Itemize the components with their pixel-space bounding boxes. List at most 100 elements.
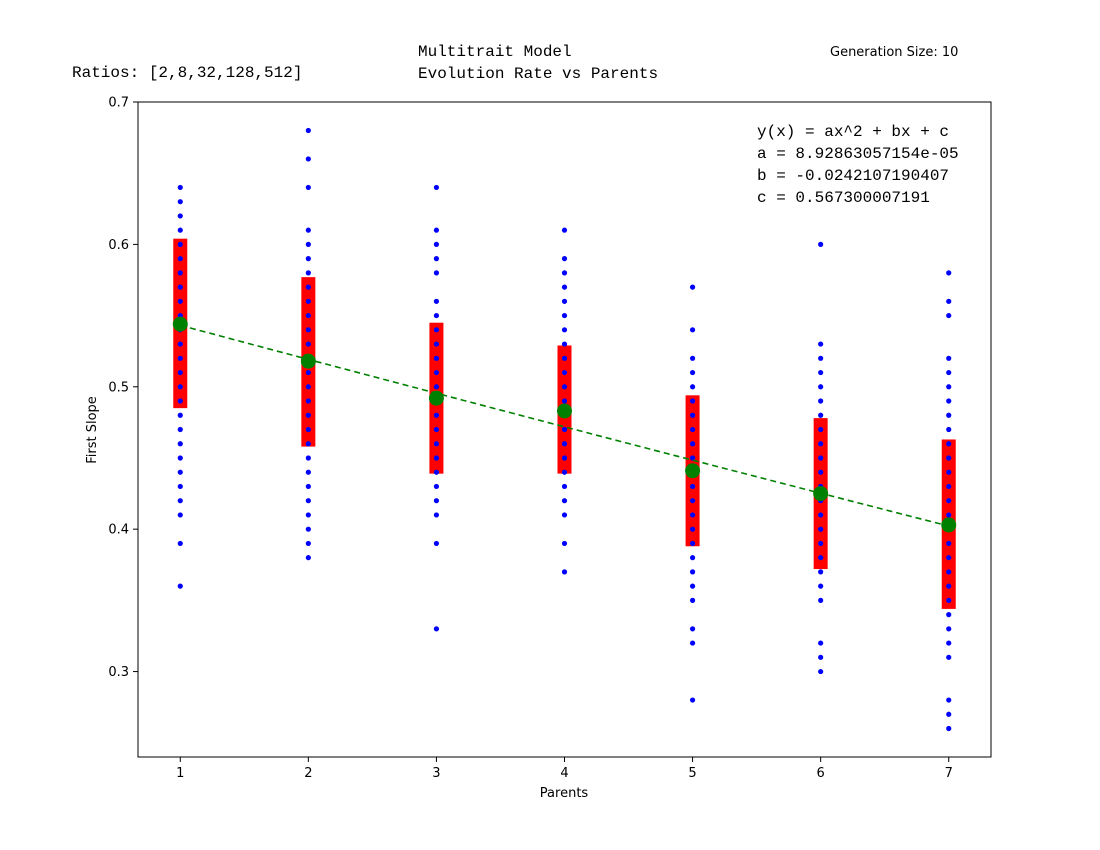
x-tick-label: 2 <box>304 766 312 781</box>
x-tick-label: 4 <box>560 766 568 781</box>
data-point <box>689 384 696 390</box>
data-point <box>561 341 568 347</box>
data-point <box>305 441 311 447</box>
data-point <box>818 668 824 675</box>
data-point <box>946 640 952 646</box>
data-point <box>946 483 952 490</box>
data-point <box>689 398 696 404</box>
data-point <box>305 469 311 475</box>
data-point <box>689 555 696 561</box>
data-point <box>177 213 183 219</box>
data-point <box>561 256 568 262</box>
data-point <box>433 184 440 191</box>
data-point <box>561 227 568 233</box>
data-point <box>818 241 824 247</box>
data-point <box>433 341 440 347</box>
mean-marker <box>172 316 188 332</box>
data-point <box>561 312 568 319</box>
data-point <box>177 184 183 191</box>
coef-c-line: c = 0.567300007191 <box>757 189 930 207</box>
data-point <box>561 284 568 290</box>
data-point <box>946 398 952 404</box>
data-point <box>177 369 183 376</box>
data-point <box>305 540 311 547</box>
data-point <box>433 270 440 276</box>
data-point <box>177 455 183 461</box>
data-point <box>561 540 568 547</box>
generation-size-label: Generation Size: 10 <box>830 45 958 60</box>
data-point <box>689 626 696 632</box>
data-point <box>433 441 440 447</box>
means-layer <box>172 316 957 533</box>
mean-marker <box>941 517 957 533</box>
data-point <box>433 626 440 632</box>
data-point <box>433 298 440 304</box>
data-point <box>177 469 183 475</box>
data-point <box>561 512 568 518</box>
data-point <box>433 327 440 333</box>
x-tick-label: 6 <box>817 766 825 781</box>
data-point <box>305 127 311 134</box>
data-point <box>305 327 311 333</box>
data-point <box>818 426 824 433</box>
data-point <box>946 597 952 603</box>
data-point <box>946 312 952 319</box>
data-point <box>818 369 824 376</box>
data-point <box>689 327 696 333</box>
y-axis-label: First Slope <box>85 396 100 464</box>
mean-marker <box>685 463 701 479</box>
data-point <box>561 327 568 333</box>
data-point <box>177 199 183 205</box>
data-point <box>818 526 824 532</box>
data-point <box>946 469 952 475</box>
mean-marker <box>300 353 316 369</box>
data-point <box>561 469 568 475</box>
data-point <box>433 384 440 390</box>
data-point <box>177 483 183 490</box>
y-tick-label: 0.5 <box>108 380 129 395</box>
data-point <box>177 498 183 504</box>
data-point <box>689 597 696 603</box>
data-point <box>305 526 311 532</box>
data-point <box>946 298 952 304</box>
data-point <box>946 626 952 632</box>
data-point <box>433 483 440 490</box>
data-point <box>305 156 311 162</box>
data-point <box>946 455 952 461</box>
data-point <box>818 512 824 518</box>
data-point <box>177 241 183 247</box>
data-point <box>946 270 952 276</box>
data-point <box>946 612 952 618</box>
data-point <box>561 483 568 490</box>
data-point <box>689 540 696 547</box>
points-layer <box>177 127 952 732</box>
coef-b-line: b = -0.0242107190407 <box>757 167 949 185</box>
data-point <box>818 455 824 461</box>
data-point <box>689 483 696 490</box>
data-point <box>433 227 440 233</box>
data-point <box>946 426 952 433</box>
data-point <box>433 498 440 504</box>
data-point <box>305 369 311 376</box>
data-point <box>946 441 952 447</box>
data-point <box>818 341 824 347</box>
data-point <box>177 540 183 547</box>
mean-marker <box>557 403 572 419</box>
data-point <box>177 384 183 390</box>
data-point <box>177 284 183 290</box>
data-point <box>561 298 568 304</box>
x-axis-label: Parents <box>540 786 589 801</box>
data-point <box>946 512 952 518</box>
data-point <box>818 640 824 646</box>
data-point <box>689 369 696 376</box>
data-point <box>689 441 696 447</box>
data-point <box>561 398 568 404</box>
data-point <box>433 256 440 262</box>
data-point <box>305 312 311 319</box>
x-tick-label: 7 <box>945 766 953 781</box>
data-point <box>818 412 824 418</box>
data-point <box>818 654 824 660</box>
data-point <box>561 270 568 276</box>
data-point <box>305 426 311 433</box>
data-point <box>561 384 568 390</box>
